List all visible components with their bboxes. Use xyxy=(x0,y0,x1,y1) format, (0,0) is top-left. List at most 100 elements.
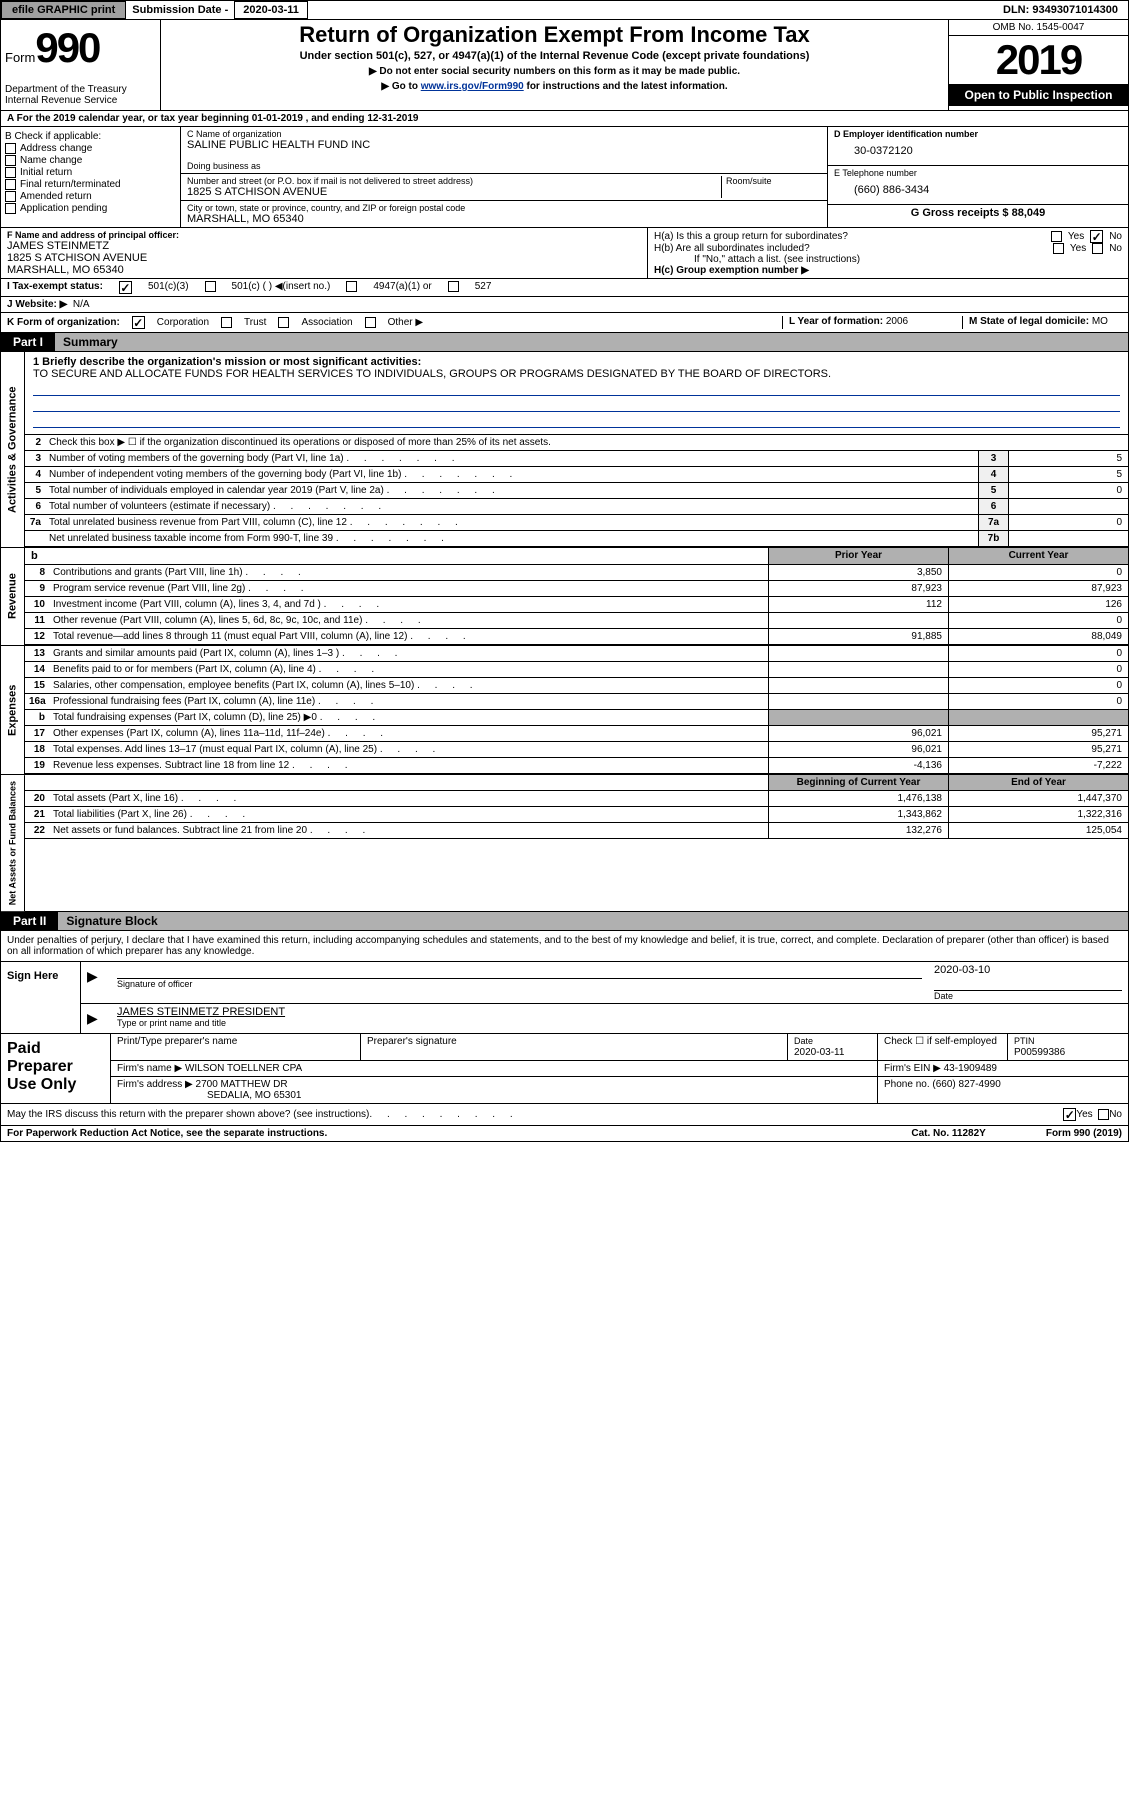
checkbox-checked-icon[interactable]: ✓ xyxy=(1090,230,1103,243)
checkbox-checked-icon[interactable]: ✓ xyxy=(1063,1108,1076,1121)
fin-row: b Total fundraising expenses (Part IX, c… xyxy=(25,710,1128,726)
part-2-title: Signature Block xyxy=(58,912,1128,930)
mission-line xyxy=(33,398,1120,412)
line-num: 9 xyxy=(25,581,49,596)
footer: For Paperwork Reduction Act Notice, see … xyxy=(0,1126,1129,1142)
prior-val: 1,343,862 xyxy=(768,807,948,822)
gov-body: 1 Briefly describe the organization's mi… xyxy=(25,352,1128,547)
checkbox-icon[interactable] xyxy=(1051,231,1062,242)
sign-here-block: Sign Here ▶ Signature of officer 2020-03… xyxy=(0,962,1129,1034)
checkbox-icon[interactable] xyxy=(278,317,289,328)
line-text: Benefits paid to or for members (Part IX… xyxy=(49,662,768,677)
form990-link[interactable]: www.irs.gov/Form990 xyxy=(421,81,524,92)
no-lbl: No xyxy=(1109,231,1122,242)
checkbox-icon[interactable] xyxy=(1092,243,1103,254)
fin-row: 11 Other revenue (Part VIII, column (A),… xyxy=(25,613,1128,629)
checkbox-icon[interactable] xyxy=(346,281,357,292)
chk-lbl: Amended return xyxy=(20,191,92,202)
cell-num: 7a xyxy=(978,515,1008,530)
section-bcd: B Check if applicable: Address change Na… xyxy=(0,127,1129,228)
col-b: B Check if applicable: Address change Na… xyxy=(1,127,181,227)
curr-val xyxy=(948,710,1128,725)
line-text: Total number of individuals employed in … xyxy=(45,483,978,498)
sig-row-2: ▶ JAMES STEINMETZ PRESIDENT Type or prin… xyxy=(81,1004,1128,1033)
instr-1: ▶ Do not enter social security numbers o… xyxy=(169,66,940,77)
checkbox-checked-icon[interactable]: ✓ xyxy=(132,316,145,329)
checkbox-icon[interactable] xyxy=(1053,243,1064,254)
cell-num: 6 xyxy=(978,499,1008,514)
row-k: K Form of organization: ✓Corporation Tru… xyxy=(0,313,1129,333)
checkbox-icon[interactable] xyxy=(5,155,16,166)
checkbox-icon[interactable] xyxy=(221,317,232,328)
chk-pending: Application pending xyxy=(5,203,176,214)
fin-row: 19 Revenue less expenses. Subtract line … xyxy=(25,758,1128,774)
part-2-tag: Part II xyxy=(1,912,58,930)
curr-val: 95,271 xyxy=(948,726,1128,741)
row-i: I Tax-exempt status: ✓501(c)(3) 501(c) (… xyxy=(0,279,1129,297)
vlabel-net: Net Assets or Fund Balances xyxy=(1,775,25,911)
mission-line xyxy=(33,414,1120,428)
checkbox-checked-icon[interactable]: ✓ xyxy=(119,281,132,294)
checkbox-icon[interactable] xyxy=(1098,1109,1109,1120)
line-text: Other expenses (Part IX, column (A), lin… xyxy=(49,726,768,741)
exp-body: 13 Grants and similar amounts paid (Part… xyxy=(25,646,1128,774)
chk-initial: Initial return xyxy=(5,167,176,178)
fin-row: 18 Total expenses. Add lines 13–17 (must… xyxy=(25,742,1128,758)
line-num: 20 xyxy=(25,791,49,806)
domicile: MO xyxy=(1092,316,1108,327)
vlabel-exp: Expenses xyxy=(1,646,25,774)
checkbox-icon[interactable] xyxy=(5,143,16,154)
firm-phone: (660) 827-4990 xyxy=(932,1079,1000,1090)
chk-name: Name change xyxy=(5,155,176,166)
curr-val: 95,271 xyxy=(948,742,1128,757)
prior-val: 87,923 xyxy=(768,581,948,596)
ptin-label: PTIN xyxy=(1014,1036,1035,1046)
curr-val: 125,054 xyxy=(948,823,1128,838)
curr-val: 1,322,316 xyxy=(948,807,1128,822)
current-year-hdr: Current Year xyxy=(948,548,1128,564)
checkbox-icon[interactable] xyxy=(205,281,216,292)
gov-row: Net unrelated business taxable income fr… xyxy=(25,531,1128,547)
ein-box: D Employer identification number 30-0372… xyxy=(828,127,1128,166)
opt-trust: Trust xyxy=(244,317,266,328)
checkbox-icon[interactable] xyxy=(5,167,16,178)
instr-2: ▶ Go to www.irs.gov/Form990 for instruct… xyxy=(169,81,940,92)
addr-label: Number and street (or P.O. box if mail i… xyxy=(187,176,721,186)
gross-value: 88,049 xyxy=(1012,207,1046,219)
no-lbl: No xyxy=(1109,1109,1122,1120)
opt-corp: Corporation xyxy=(157,317,209,328)
checkbox-icon[interactable] xyxy=(5,203,16,214)
paid-preparer-label: Paid Preparer Use Only xyxy=(1,1034,111,1103)
checkbox-icon[interactable] xyxy=(365,317,376,328)
sig-row-1: ▶ Signature of officer 2020-03-10 Date xyxy=(81,962,1128,1004)
officer-sig-label: Signature of officer xyxy=(117,979,922,989)
line-num: 18 xyxy=(25,742,49,757)
line-text: Grants and similar amounts paid (Part IX… xyxy=(49,646,768,661)
line-num: b xyxy=(25,710,49,725)
checkbox-icon[interactable] xyxy=(448,281,459,292)
chk-lbl: Initial return xyxy=(20,167,72,178)
line-text: Total liabilities (Part X, line 26) . . … xyxy=(49,807,768,822)
website-label: J Website: ▶ xyxy=(7,299,67,310)
gross-box: G Gross receipts $ 88,049 xyxy=(828,205,1128,221)
cell-num: 4 xyxy=(978,467,1008,482)
ptin-value: P00599386 xyxy=(1014,1047,1065,1058)
line-num: 19 xyxy=(25,758,49,773)
line-text: Contributions and grants (Part VIII, lin… xyxy=(49,565,768,580)
firm-name: WILSON TOELLNER CPA xyxy=(185,1063,302,1074)
part-2-header: Part II Signature Block xyxy=(0,912,1129,931)
line-text: Total fundraising expenses (Part IX, col… xyxy=(49,710,768,725)
prior-val xyxy=(768,613,948,628)
checkbox-icon[interactable] xyxy=(5,179,16,190)
efile-button[interactable]: efile GRAPHIC print xyxy=(1,1,126,19)
form-box: Form990 Department of the Treasury Inter… xyxy=(1,20,161,110)
city-label: City or town, state or province, country… xyxy=(187,203,821,213)
checkbox-icon[interactable] xyxy=(5,191,16,202)
org-city: MARSHALL, MO 65340 xyxy=(187,213,821,225)
instr-2-pre: ▶ Go to xyxy=(381,81,420,92)
prior-val: 96,021 xyxy=(768,726,948,741)
ha-text: H(a) Is this a group return for subordin… xyxy=(654,231,1045,242)
revenue-section: Revenue b Prior Year Current Year 8 Cont… xyxy=(0,548,1129,646)
no-lbl: No xyxy=(1109,243,1122,254)
curr-val: 0 xyxy=(948,646,1128,661)
